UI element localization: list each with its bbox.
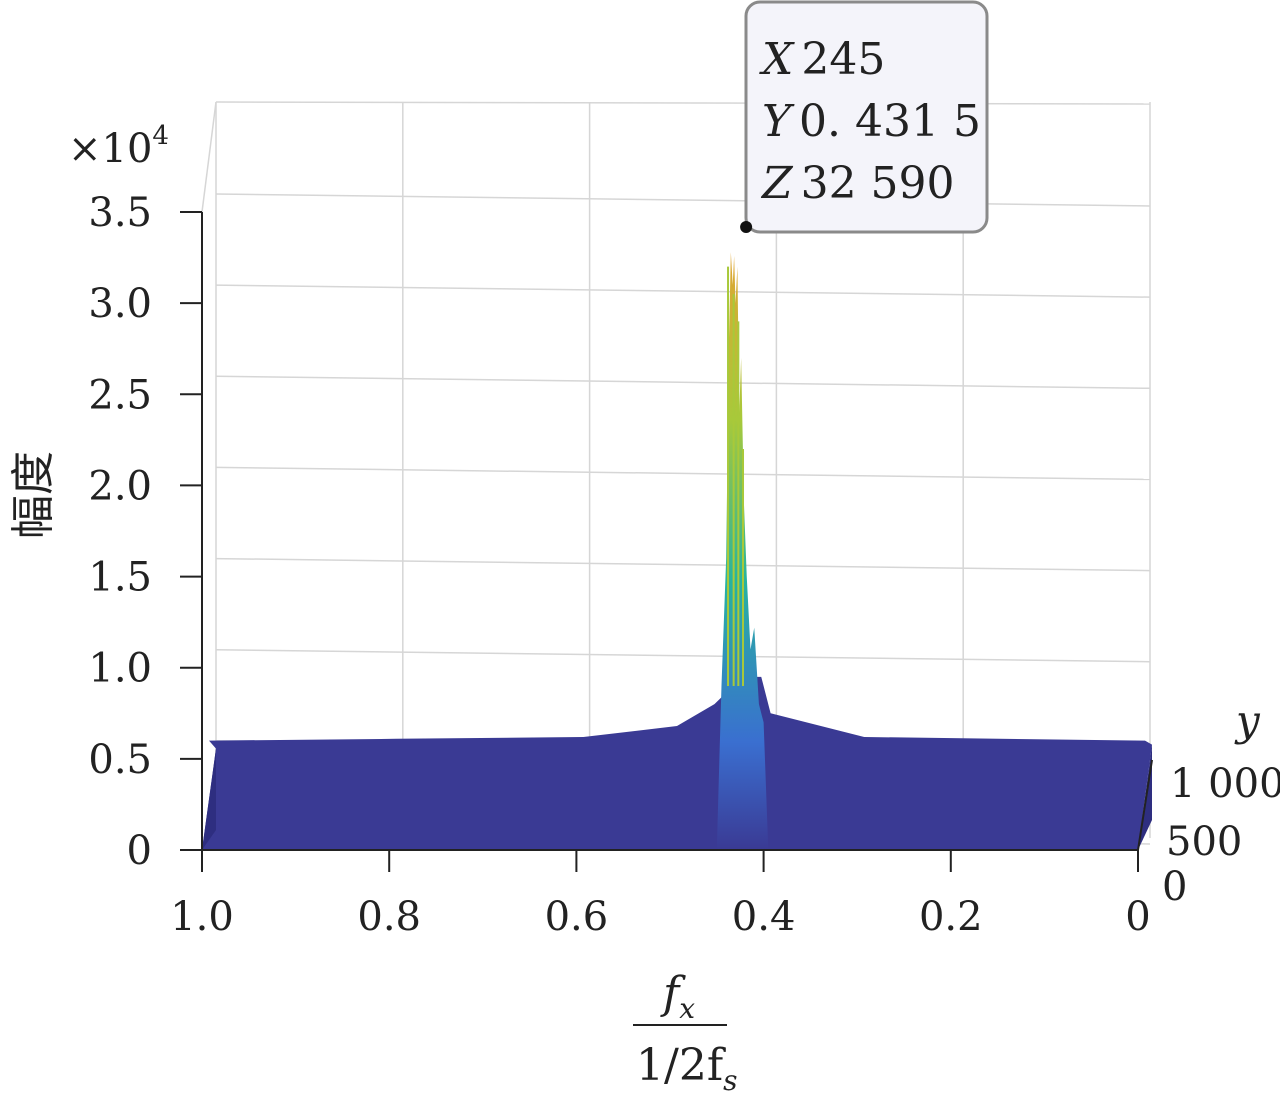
x-axis-denominator: 1/2fs: [636, 1040, 737, 1097]
grid-line-h: [215, 375, 1151, 390]
grid-line-h: [215, 557, 1151, 572]
y-tick-label: 0.5: [88, 737, 152, 783]
y-axis-label: 幅度: [8, 451, 59, 539]
grid-line-h: [215, 284, 1151, 298]
depth-axis-label: y: [1234, 696, 1261, 745]
x-tick-labels: 1.0 0.8 0.6 0.4 0.2 0: [170, 894, 1151, 940]
depth-axis-line: [1137, 759, 1153, 851]
depth-tick-label: 500: [1166, 819, 1242, 865]
y-tick-label: 3.5: [88, 190, 152, 236]
depth-tick-label: 0: [1162, 864, 1187, 910]
y-tick-label: 2.0: [88, 463, 152, 509]
datatip[interactable]: X 245 Y 0. 431 5 Z 32 590: [744, 0, 989, 234]
datatip-y: Y 0. 431 5: [762, 96, 981, 147]
grid-line-side: [201, 101, 217, 213]
y-tick-label: 1.0: [88, 646, 152, 692]
x-axis-numerator: fx: [660, 968, 695, 1025]
y-tick-label: 1.5: [88, 555, 152, 601]
surface-plot: [202, 252, 1152, 851]
y-tick-label: 2.5: [88, 372, 152, 418]
datatip-box: [744, 0, 989, 234]
x-tick-label: 0.6: [545, 894, 609, 940]
axes: [180, 211, 1153, 872]
exponent-label: ×104: [68, 121, 169, 172]
grid-line-h: [215, 193, 1151, 207]
grid-line-h: [215, 466, 1151, 481]
datatip-x: X 245: [759, 34, 885, 85]
grid-line-h: [215, 648, 1151, 663]
y-tick-labels: 0 0.5 1.0 1.5 2.0 2.5 3.0 3.5: [88, 190, 152, 874]
x-tick-label: 0.8: [357, 894, 421, 940]
surface-base: [202, 676, 1152, 850]
y-tick-label: 3.0: [88, 281, 152, 327]
datatip-marker[interactable]: [740, 221, 753, 233]
x-tick-label: 0.2: [919, 894, 983, 940]
x-tick-label: 0.4: [732, 894, 796, 940]
x-axis-label: fx 1/2fs: [633, 968, 737, 1097]
surface-side: [202, 748, 216, 850]
x-tick-label: 0: [1125, 894, 1150, 940]
datatip-z: Z 32 590: [760, 158, 955, 209]
x-tick-label: 1.0: [170, 894, 234, 940]
depth-tick-label: 1 000: [1170, 761, 1280, 807]
y-tick-label: 0: [127, 828, 152, 874]
grid-line-h: [215, 101, 1151, 105]
